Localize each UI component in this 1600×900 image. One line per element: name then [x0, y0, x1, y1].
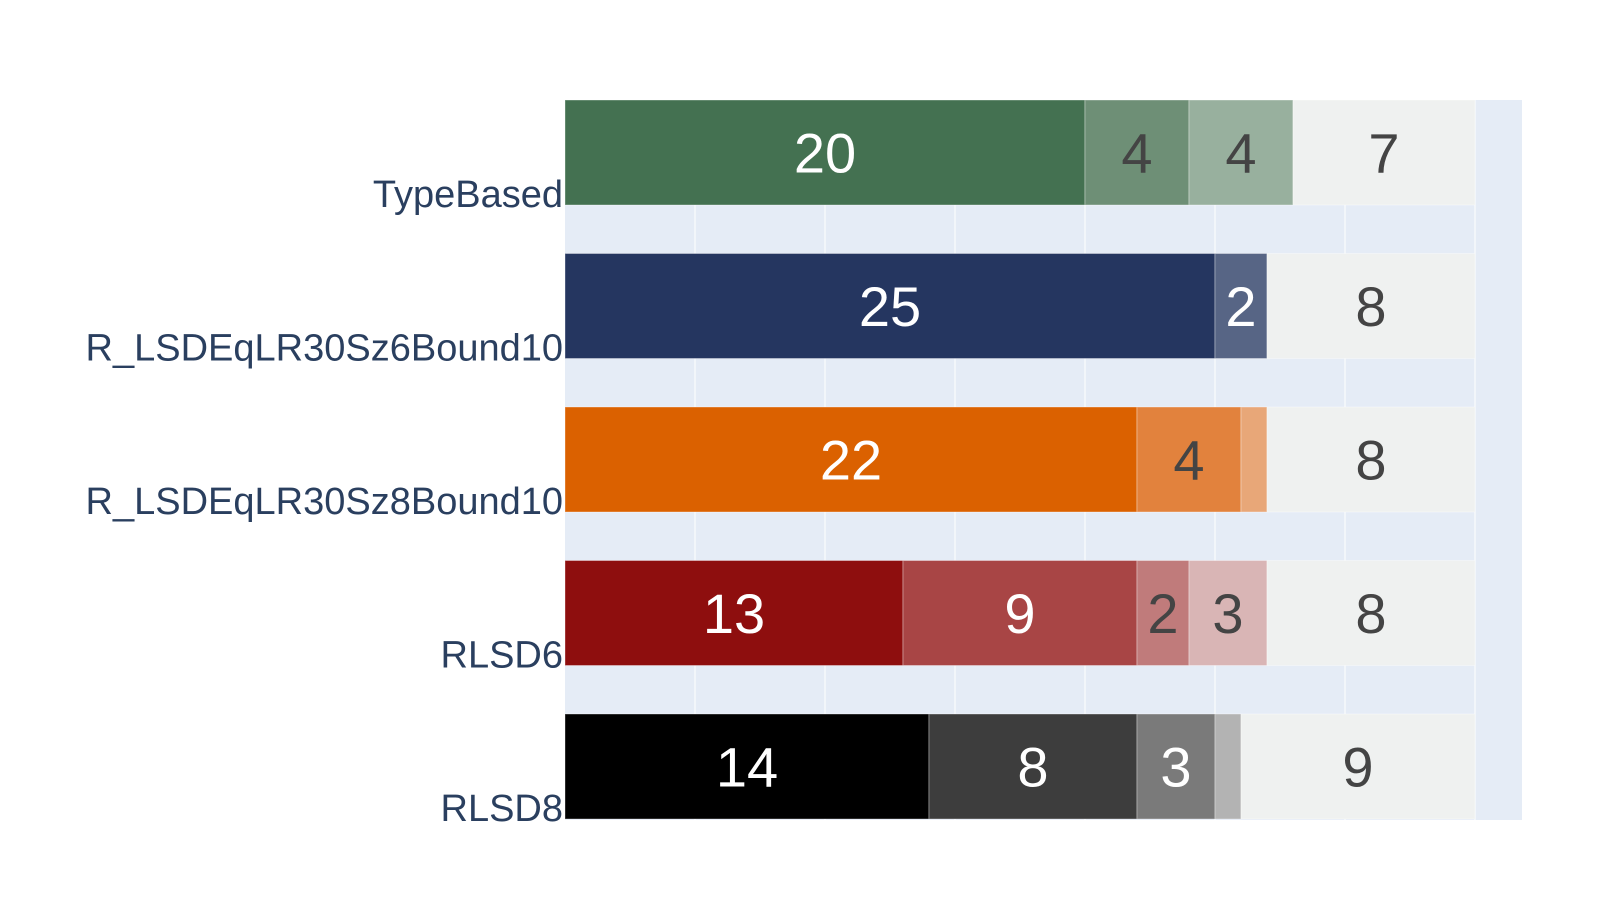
data-label-r-lsdeqlr30sz8bound10-0: 22 — [820, 429, 882, 492]
bar-segment-rlsd8-4 — [1240, 713, 1476, 820]
data-label-rlsd6-4: 8 — [1355, 582, 1386, 645]
bar-rlsd6: 13 9 2 3 8 — [564, 560, 1476, 666]
data-label-typebased-0: 20 — [794, 122, 856, 185]
data-label-r-lsdeqlr30sz6bound10-1: 2 — [1225, 275, 1256, 338]
bar-segment-r-lsdeqlr30sz8bound10-2 — [1240, 406, 1268, 513]
data-label-rlsd8-2: 3 — [1160, 736, 1191, 799]
bar-segment-rlsd8-1 — [928, 713, 1138, 820]
bar-segment-r-lsdeqlr30sz8bound10-0 — [564, 406, 1138, 513]
bar-typebased: 20 4 4 7 — [564, 99, 1476, 206]
bar-r-lsdeqlr30sz8bound10: 22 4 8 — [564, 406, 1476, 513]
data-label-r-lsdeqlr30sz6bound10-0: 25 — [859, 275, 921, 338]
y-tick-label-typebased: TypeBased — [373, 174, 563, 216]
y-tick-label-r-lsdeqlr30sz8bound10: R_LSDEqLR30Sz8Bound10 — [86, 481, 563, 523]
bar-segment-r-lsdeqlr30sz8bound10-1 — [1136, 406, 1242, 513]
y-axis-tick-labels: TypeBased R_LSDEqLR30Sz6Bound10 R_LSDEqLR3… — [86, 174, 563, 830]
bar-segment-rlsd8-2 — [1136, 713, 1216, 820]
bar-segment-rlsd6-2 — [1136, 560, 1190, 666]
data-label-typebased-2: 4 — [1225, 122, 1256, 185]
bar-segment-typebased-2 — [1188, 99, 1294, 206]
data-label-rlsd8-1: 8 — [1017, 736, 1048, 799]
data-label-r-lsdeqlr30sz6bound10-2: 8 — [1355, 275, 1386, 338]
bar-segment-rlsd8-3 — [1214, 713, 1242, 820]
data-label-rlsd6-1: 9 — [1004, 582, 1035, 645]
data-label-rlsd6-3: 3 — [1212, 582, 1243, 645]
bar-segment-typebased-3 — [1292, 99, 1476, 206]
data-label-rlsd6-0: 13 — [703, 582, 765, 645]
bar-segment-r-lsdeqlr30sz6bound10-0 — [564, 253, 1216, 359]
y-tick-label-rlsd8: RLSD8 — [441, 788, 564, 830]
bar-rlsd8: 14 8 3 9 — [564, 713, 1476, 820]
bar-segment-rlsd6-1 — [902, 560, 1138, 666]
bar-segment-r-lsdeqlr30sz8bound10-3 — [1266, 406, 1476, 513]
bar-r-lsdeqlr30sz6bound10: 25 2 8 — [564, 253, 1476, 359]
bar-segment-r-lsdeqlr30sz6bound10-2 — [1266, 253, 1476, 359]
bar-segment-rlsd6-0 — [564, 560, 904, 666]
bar-segment-rlsd6-4 — [1266, 560, 1476, 666]
bar-segment-typebased-0 — [564, 99, 1086, 206]
data-label-r-lsdeqlr30sz8bound10-1: 4 — [1173, 429, 1204, 492]
data-label-rlsd6-2: 2 — [1147, 582, 1178, 645]
data-label-rlsd8-4: 9 — [1342, 736, 1373, 799]
bar-segment-typebased-1 — [1084, 99, 1190, 206]
bar-segment-rlsd6-3 — [1188, 560, 1268, 666]
y-tick-label-rlsd6: RLSD6 — [441, 635, 564, 677]
y-tick-label-r-lsdeqlr30sz6bound10: R_LSDEqLR30Sz6Bound10 — [86, 328, 563, 370]
bars: 20 4 4 725 2 822 4 813 9 2 3 814 8 3 9 — [564, 99, 1476, 820]
data-label-typebased-3: 7 — [1368, 122, 1399, 185]
bar-segment-r-lsdeqlr30sz6bound10-1 — [1214, 253, 1268, 359]
data-label-typebased-1: 4 — [1121, 122, 1152, 185]
data-label-rlsd8-0: 14 — [716, 736, 778, 799]
data-label-r-lsdeqlr30sz8bound10-3: 8 — [1355, 429, 1386, 492]
bar-segment-rlsd8-0 — [564, 713, 930, 820]
